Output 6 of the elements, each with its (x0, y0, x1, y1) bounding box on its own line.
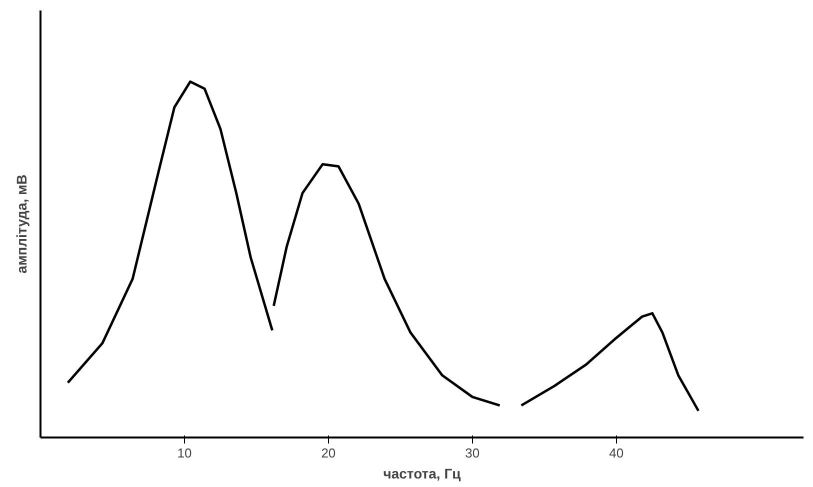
x-tick-label: 30 (465, 446, 480, 460)
x-tick-label: 20 (321, 446, 336, 460)
x-tick-label: 40 (609, 446, 624, 460)
x-axis-title: частота, Гц (383, 466, 462, 482)
y-axis-title: амплітуда, мВ (14, 174, 30, 274)
x-tick-label: 10 (177, 446, 192, 460)
